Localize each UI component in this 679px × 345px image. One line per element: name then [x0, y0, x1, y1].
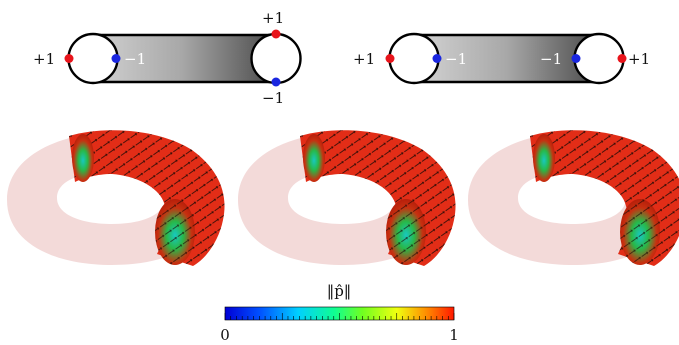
right-end-circle: [573, 32, 625, 85]
negative-point: [111, 54, 121, 63]
charge-label: +1: [33, 50, 55, 68]
positive-point: [271, 29, 281, 39]
cut-face-top: [72, 134, 94, 182]
negative-point: [571, 54, 581, 63]
positive-point: [617, 54, 627, 63]
right-end-circle: [250, 32, 302, 85]
cut-face-top: [303, 134, 325, 182]
charge-label: +1: [262, 9, 284, 27]
cut-face-top: [533, 134, 555, 182]
left-end-circle: [388, 32, 440, 85]
colorbar-min-label: 0: [220, 326, 230, 344]
schematic-right: +1 −1 −1 +1: [353, 32, 650, 85]
positive-point: [385, 54, 395, 63]
charge-label: −1: [445, 50, 467, 68]
colorbar-max-label: 1: [449, 326, 459, 344]
torus-render: [7, 130, 225, 266]
charge-label: −1: [124, 50, 146, 68]
charge-label: −1: [262, 89, 284, 107]
schematic-left: +1 −1 +1 −1: [33, 9, 302, 107]
charge-label: +1: [353, 50, 375, 68]
negative-point: [271, 77, 281, 87]
colorbar: ‖p̂‖ 0 1: [220, 282, 459, 344]
torus-render: [238, 130, 456, 266]
positive-point: [64, 54, 74, 63]
cut-face-arrows: [386, 199, 426, 265]
colorbar-title: ‖p̂‖: [327, 282, 352, 300]
cut-face-arrows: [155, 199, 195, 265]
tube-body: [414, 35, 599, 82]
colorbar-ticks: [224, 306, 455, 321]
left-end-circle: [67, 32, 119, 85]
cut-face-arrows: [620, 199, 660, 265]
negative-point: [432, 54, 442, 63]
charge-label: +1: [628, 50, 650, 68]
colorbar-frame: [224, 306, 455, 321]
charge-label: −1: [540, 50, 562, 68]
torus-renders: [7, 130, 679, 266]
torus-render: [468, 130, 679, 266]
